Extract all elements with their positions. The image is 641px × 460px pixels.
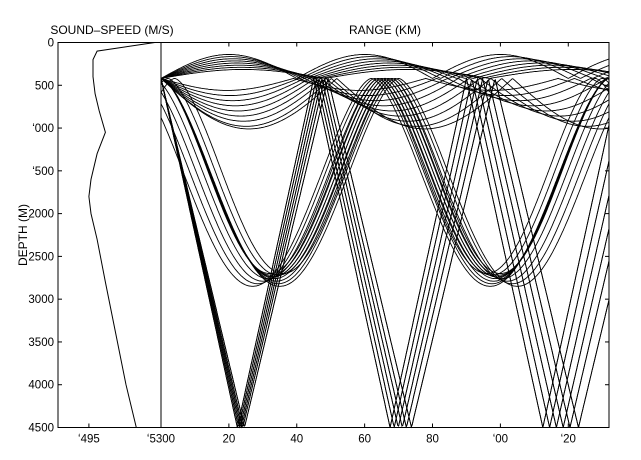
surface-reflected-ray [160, 78, 610, 428]
range-tick-label: 80 [426, 434, 439, 446]
trapped-ray-upper [160, 66, 610, 79]
depth-tick-label: 0 [48, 38, 54, 50]
deep-refracted-ray [160, 77, 610, 287]
sound-speed-panel: SOUND–SPEED (M/S) DEPTH (M) 0 500 ʻ000 ʻ500… [16, 23, 609, 446]
trapped-ray-upper [160, 69, 610, 79]
range-title: RANGE (KM) [349, 23, 421, 37]
trapped-ray-upper [160, 58, 610, 79]
sound-speed-ticks: ʻ495 ʻ5300 [78, 423, 175, 446]
range-tick-label: ʻ20 [561, 434, 576, 446]
deep-refracted-ray [160, 77, 610, 276]
trapped-ray-lower [160, 77, 610, 91]
depth-tick-label: ʻ000 [32, 123, 54, 135]
trapped-ray-lower [160, 77, 610, 102]
depth-tick-label: 500 [35, 80, 54, 92]
sound-speed-title: SOUND–SPEED (M/S) [50, 23, 173, 37]
range-ticks: 20 40 60 80 ʻ00 ʻ20 [222, 42, 576, 446]
depth-tick-label: 4500 [28, 423, 54, 435]
sound-speed-axes-frame [57, 42, 162, 428]
sound-speed-profile [88, 42, 155, 428]
surface-reflected-ray [160, 77, 610, 429]
surface-reflected-ray [160, 77, 610, 429]
deep-refracted-ray [160, 77, 610, 280]
deep-refracted-ray [160, 77, 610, 287]
surface-reflected-ray [160, 77, 610, 429]
range-tick-label: 60 [358, 434, 371, 446]
surface-reflected-ray [160, 77, 610, 429]
deep-refracted-ray [160, 77, 610, 282]
deep-refracted-ray [160, 77, 610, 285]
depth-tick-label: 4000 [28, 380, 54, 392]
trapped-ray-lower [160, 77, 610, 117]
range-tick-label: 20 [222, 434, 235, 446]
depth-tick-label: 3000 [28, 294, 54, 306]
trapped-ray-upper [160, 64, 610, 79]
sound-speed-tick-label: ʻ495 [78, 434, 100, 446]
trapped-ray-upper [160, 54, 610, 79]
ray-paths [160, 54, 610, 429]
deep-refracted-ray [160, 77, 610, 282]
deep-refracted-ray [160, 77, 610, 280]
deep-refracted-ray [160, 77, 610, 274]
deep-refracted-ray [160, 77, 610, 276]
range-tick-label: ʻ00 [493, 434, 508, 446]
depth-tick-label: 3500 [28, 337, 54, 349]
depth-tick-label: 2000 [28, 209, 54, 221]
surface-reflected-ray [160, 77, 610, 429]
range-axes-frame [160, 42, 610, 428]
depth-tick-label: 2500 [28, 251, 54, 263]
deep-refracted-ray [160, 77, 610, 285]
trapped-ray-lower [160, 77, 610, 96]
depth-axis-label: DEPTH (M) [16, 204, 30, 266]
depth-ticks: 0 500 ʻ000 ʻ500 2000 2500 3000 3500 4000 4500 [28, 38, 609, 435]
deep-refracted-ray [160, 77, 610, 274]
trapped-ray-lower [160, 78, 610, 130]
depth-tick-label: ʻ500 [32, 166, 54, 178]
range-panel: RANGE (KM) 20 40 60 80 ʻ00 ʻ20 [160, 23, 610, 446]
sound-speed-tick-label: ʻ5300 [147, 434, 175, 446]
range-tick-label: 40 [290, 434, 303, 446]
trapped-ray-lower [160, 78, 610, 127]
sound-speed-line [88, 42, 155, 428]
trapped-ray-upper [160, 62, 610, 79]
trapped-ray-upper [160, 60, 610, 79]
